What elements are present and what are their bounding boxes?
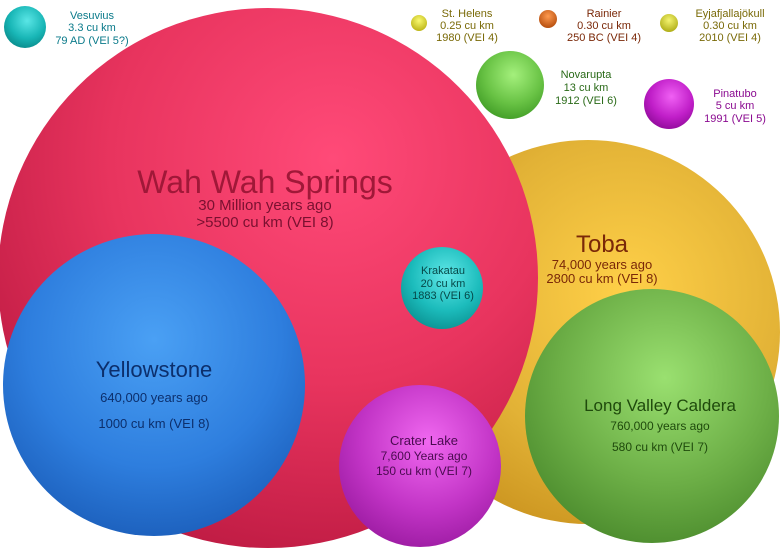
crater-lake-bubble <box>339 385 501 547</box>
rainier-volume: 0.30 cu km <box>577 20 631 32</box>
crater-lake-age: 7,600 Years ago <box>381 449 468 463</box>
pinatubo-year: 1991 (VEI 5) <box>704 113 766 125</box>
krakatau-name: Krakatau <box>421 265 465 277</box>
rainier-year: 250 BC (VEI 4) <box>567 32 641 44</box>
krakatau-volume: 20 cu km <box>421 278 466 290</box>
pinatubo-bubble <box>644 79 694 129</box>
yellowstone-bubble <box>3 234 305 536</box>
rainier-bubble <box>539 10 557 28</box>
st-helens-name: St. Helens <box>442 8 493 20</box>
eyjafjallajokull-name: Eyjafjallajökull <box>695 8 764 20</box>
pinatubo-name: Pinatubo <box>713 88 756 100</box>
krakatau-bubble <box>401 247 483 329</box>
yellowstone-name: Yellowstone <box>96 357 213 382</box>
novarupta-volume: 13 cu km <box>564 82 609 94</box>
long-valley-caldera-age: 760,000 years ago <box>610 419 710 433</box>
vesuvius-year: 79 AD (VEI 5?) <box>55 35 128 47</box>
wah-wah-springs-volume: >5500 cu km (VEI 8) <box>196 214 333 231</box>
st-helens-volume: 0.25 cu km <box>440 20 494 32</box>
eyjafjallajokull-bubble <box>660 14 678 32</box>
vesuvius-bubble <box>4 6 46 48</box>
st-helens-bubble <box>411 15 427 31</box>
toba-name: Toba <box>576 231 629 258</box>
long-valley-caldera-name: Long Valley Caldera <box>584 396 736 415</box>
crater-lake-name: Crater Lake <box>390 433 458 448</box>
yellowstone-age: 640,000 years ago <box>100 390 208 405</box>
long-valley-caldera-volume: 580 cu km (VEI 7) <box>612 440 708 454</box>
st-helens-year: 1980 (VEI 4) <box>436 32 498 44</box>
wah-wah-springs-age: 30 Million years ago <box>198 197 331 214</box>
novarupta-bubble <box>476 51 544 119</box>
novarupta-name: Novarupta <box>561 69 613 81</box>
krakatau-year: 1883 (VEI 6) <box>412 290 474 302</box>
vesuvius-name: Vesuvius <box>70 10 115 22</box>
rainier-name: Rainier <box>587 8 622 20</box>
novarupta-year: 1912 (VEI 6) <box>555 95 617 107</box>
vesuvius-volume: 3.3 cu km <box>68 22 116 34</box>
toba-volume: 2800 cu km (VEI 8) <box>546 271 657 286</box>
pinatubo-volume: 5 cu km <box>716 100 755 112</box>
long-valley-caldera-bubble <box>525 289 779 543</box>
yellowstone-volume: 1000 cu km (VEI 8) <box>98 416 209 431</box>
crater-lake-volume: 150 cu km (VEI 7) <box>376 464 472 478</box>
toba-age: 74,000 years ago <box>552 257 652 272</box>
wah-wah-springs-name: Wah Wah Springs <box>137 164 393 200</box>
eyjafjallajokull-year: 2010 (VEI 4) <box>699 32 761 44</box>
eyjafjallajokull-volume: 0.30 cu km <box>703 20 757 32</box>
